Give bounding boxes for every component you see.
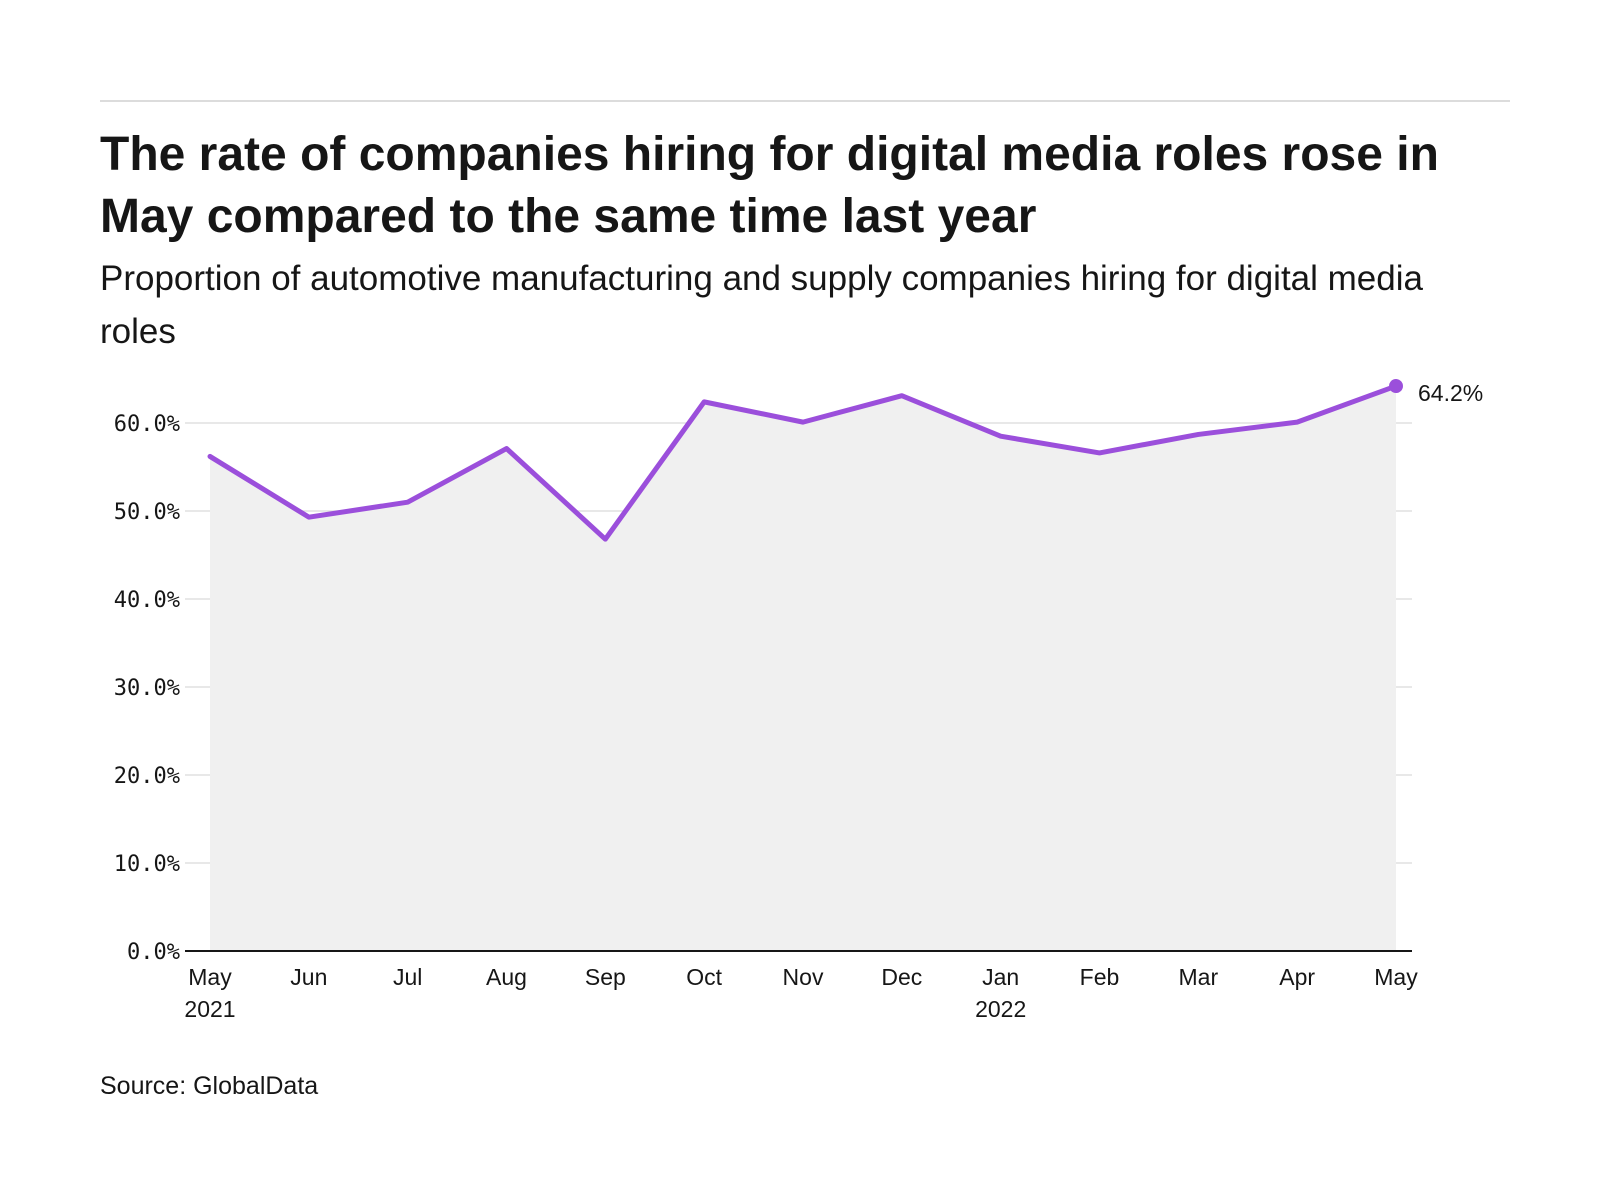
end-value-label: 64.2%	[1418, 380, 1483, 406]
x-tick-label: Feb	[1080, 964, 1120, 990]
chart-title: The rate of companies hiring for digital…	[100, 128, 1439, 243]
line-chart: 0.0% 10.0% 20.0% 30.0% 40.0% 50.0% 60.0% May 20…	[114, 379, 1483, 1022]
x-tick-year-label: 2022	[975, 996, 1026, 1022]
x-tick-label: Dec	[881, 964, 922, 990]
area-fill	[210, 386, 1396, 951]
chart-subtitle: Proportion of automotive manufacturing a…	[100, 259, 1423, 351]
x-tick-label: Jul	[393, 964, 422, 990]
source-note: Source: GlobalData	[100, 1072, 319, 1100]
x-tick-label: Mar	[1179, 964, 1219, 990]
x-tick-label: Jun	[290, 964, 327, 990]
x-tick-label: Aug	[486, 964, 527, 990]
x-tick-label: Nov	[783, 964, 824, 990]
y-axis-tick-labels: 0.0% 10.0% 20.0% 30.0% 40.0% 50.0% 60.0%	[114, 412, 180, 965]
x-tick-label: Apr	[1279, 964, 1315, 990]
x-tick-label: Oct	[686, 964, 722, 990]
series-line	[207, 383, 1399, 542]
x-tick-year-label: 2021	[184, 996, 235, 1022]
x-axis-tick-labels: May 2021 Jun Jul Aug Sep Oct Nov Dec Jan 2022 Feb Ma…	[184, 964, 1418, 1022]
y-tick-label: 50.0%	[114, 500, 180, 525]
series-line-layer	[207, 383, 1399, 542]
area-fill-layer	[210, 386, 1396, 951]
x-tick-label: Sep	[585, 964, 626, 990]
y-tick-label: 20.0%	[114, 764, 180, 789]
x-tick-label: May	[1374, 964, 1418, 990]
y-tick-label: 40.0%	[114, 588, 180, 613]
end-point-marker	[1389, 379, 1403, 394]
y-tick-label: 0.0%	[127, 940, 180, 965]
x-tick-label: Jan	[982, 964, 1019, 990]
y-tick-label: 60.0%	[114, 412, 180, 437]
x-tick-label: May	[188, 964, 232, 990]
top-divider	[100, 100, 1510, 102]
y-tick-label: 30.0%	[114, 676, 180, 701]
y-tick-label: 10.0%	[114, 852, 180, 877]
data-points: 64.2%	[1389, 379, 1483, 406]
